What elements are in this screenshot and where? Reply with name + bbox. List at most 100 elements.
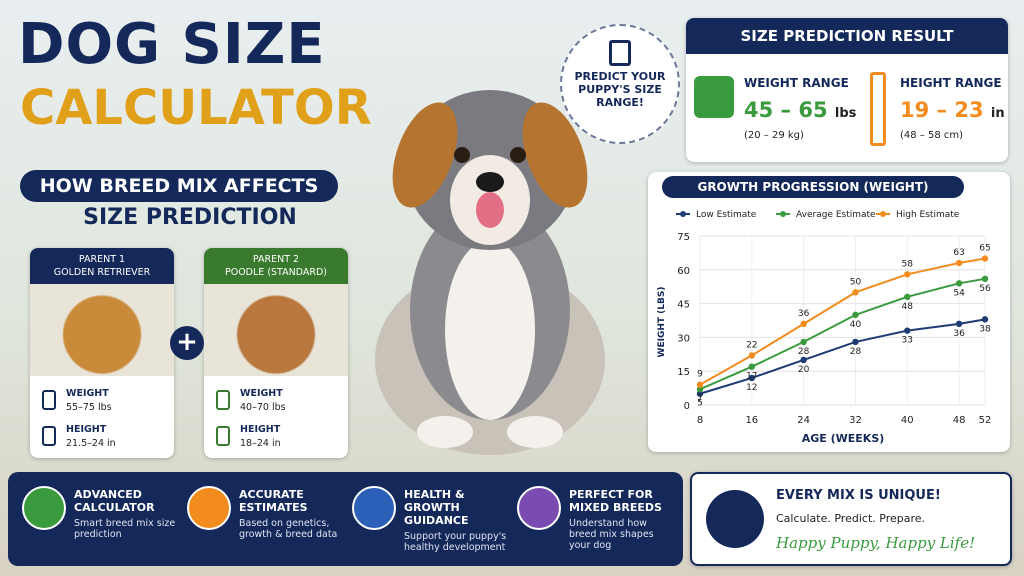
x-tick-label: 40 [901, 415, 914, 426]
point [904, 327, 911, 334]
parent-card: PARENT 2 POODLE (STANDARD) WEIGHT 40–70 lbs… [204, 248, 348, 458]
data-label: 12 [746, 383, 757, 393]
point [852, 311, 859, 319]
data-label: 54 [953, 288, 965, 298]
height-label: HEIGHT RANGE [900, 76, 1002, 90]
data-label: 36 [798, 309, 810, 319]
title-line1: DOG SIZE [18, 12, 326, 77]
feature: ACCURATE ESTIMATES Based on genetics, gro… [239, 488, 347, 540]
parent-icon [42, 426, 56, 446]
height-value: 19 – 23 [900, 98, 984, 122]
parent-icon [216, 390, 230, 410]
result-title: SIZE PREDICTION RESULT [686, 18, 1008, 54]
parent-weight: 40–70 lbs [240, 402, 286, 413]
plus-icon: + [170, 326, 204, 360]
weight-metric: (20 – 29 kg) [744, 130, 804, 141]
feature-text: Support your puppy's healthy development [404, 531, 507, 553]
point [852, 289, 859, 296]
data-label: 38 [979, 324, 991, 334]
x-axis-label: AGE (WEEKS) [802, 432, 885, 445]
chart: GROWTH PROGRESSION (WEIGHT) AGE (WEEKS) … [657, 176, 992, 445]
data-label: 65 [979, 244, 990, 254]
legend-marker [880, 211, 886, 217]
y-tick-label: 75 [677, 232, 690, 243]
feature: ADVANCED CALCULATOR Smart breed mix size … [74, 488, 182, 540]
data-label: 48 [902, 302, 914, 312]
legend-label: High Estimate [896, 210, 960, 220]
y-tick-label: 60 [677, 266, 690, 277]
parent-height-label: HEIGHT [66, 424, 107, 435]
point [981, 255, 989, 262]
data-label: 28 [850, 347, 862, 357]
parent-height-label: HEIGHT [240, 424, 281, 435]
parent-header: PARENT 1 GOLDEN RETRIEVER [30, 248, 174, 284]
parent-breed: POODLE (STANDARD) [225, 267, 327, 278]
ruler-icon [870, 72, 886, 146]
parent-label: PARENT 1 [78, 254, 126, 265]
series-line [699, 277, 986, 391]
point [852, 338, 859, 346]
y-tick-label: 15 [677, 367, 690, 378]
data-label: 28 [798, 347, 810, 357]
parent-photo [204, 284, 348, 376]
chart-title-bg [662, 176, 964, 198]
feature-text: Based on genetics, growth & breed data [239, 518, 338, 540]
height-unit: in [990, 106, 1005, 121]
data-label: 40 [850, 320, 862, 330]
legend-label: Average Estimate [796, 210, 876, 220]
badge: PREDICT YOUR PUPPY'S SIZE RANGE! [560, 24, 680, 144]
x-tick-label: 24 [797, 415, 810, 426]
closing-card: EVERY MIX IS UNIQUE! Calculate. Predict.… [690, 472, 1012, 566]
point [800, 320, 807, 328]
data-label: 9 [697, 370, 703, 380]
puppy-illustration [375, 90, 605, 455]
subtitle-line2: SIZE PREDICTION [83, 205, 297, 230]
parent-weight: 55–75 lbs [66, 402, 112, 413]
point [696, 381, 704, 388]
weight-unit: lbs [834, 106, 857, 121]
height-metric: (48 – 58 cm) [900, 130, 964, 141]
parent-icon [216, 426, 230, 446]
title-line2: CALCULATOR [20, 80, 372, 136]
weight-value: 45 – 65 [744, 98, 828, 122]
parent-breed: GOLDEN RETRIEVER [53, 267, 151, 278]
feature-icon [187, 486, 231, 530]
point [800, 356, 807, 364]
y-tick-label: 45 [677, 300, 690, 311]
data-label: 20 [798, 365, 810, 375]
x-tick-label: 32 [849, 415, 862, 426]
closing-slogan: Happy Puppy, Happy Life! [776, 534, 976, 552]
data-label: 17 [746, 372, 757, 382]
data-label: 5 [697, 399, 703, 409]
data-label: 56 [979, 284, 991, 294]
point [748, 363, 756, 370]
parent-header: PARENT 2 POODLE (STANDARD) [204, 248, 348, 284]
data-label: 58 [902, 259, 914, 269]
point [800, 338, 807, 346]
feature: PERFECT FOR MIXED BREEDS Understand how b… [569, 488, 677, 551]
point [904, 271, 911, 278]
feature-title: ADVANCED CALCULATOR [74, 488, 155, 514]
data-label: 22 [746, 340, 757, 350]
closing-title: EVERY MIX IS UNIQUE! [776, 488, 941, 503]
feature-title: PERFECT FOR MIXED BREEDS [569, 488, 662, 514]
feature-text: Smart breed mix size prediction [74, 518, 176, 540]
parent-label: PARENT 2 [252, 254, 300, 265]
point [748, 352, 756, 359]
data-label: 50 [850, 277, 862, 287]
point [981, 316, 989, 323]
legend-marker [780, 211, 786, 217]
point [696, 390, 704, 397]
legend-label: Low Estimate [696, 210, 757, 220]
weight-label: WEIGHT RANGE [744, 76, 849, 90]
parent-photo [30, 284, 174, 376]
feature-icon [517, 486, 561, 530]
series-line [699, 318, 986, 395]
badge-text: PREDICT YOUR PUPPY'S SIZE RANGE! [574, 70, 666, 109]
x-tick-label: 52 [979, 415, 992, 426]
data-label: 36 [953, 329, 965, 339]
feature-icon [352, 486, 396, 530]
result-card: SIZE PREDICTION RESULT WEIGHT RANGE 45 –… [686, 18, 1008, 162]
feature-title: ACCURATE ESTIMATES [239, 488, 308, 514]
